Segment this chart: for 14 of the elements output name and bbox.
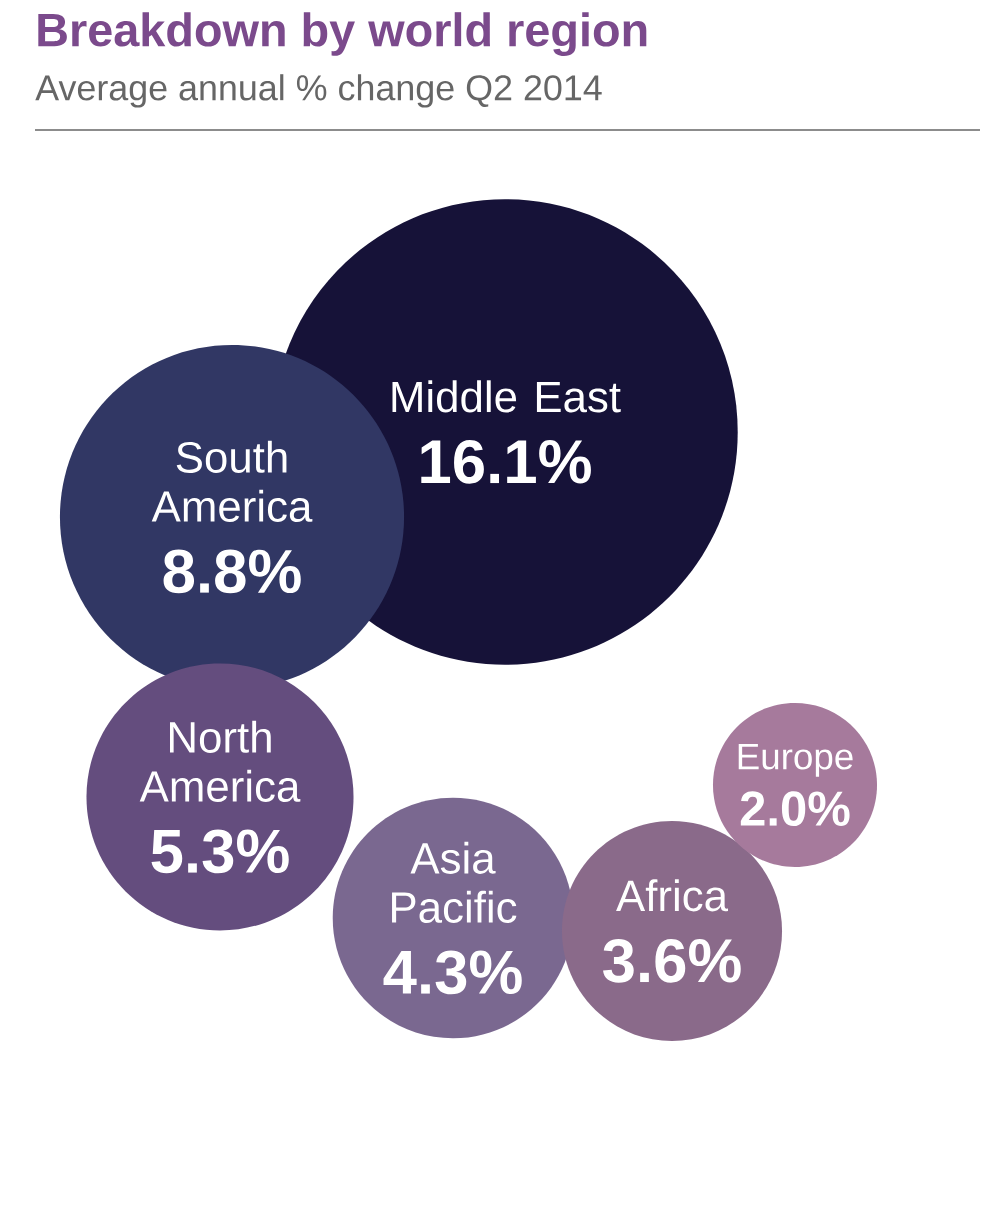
- text: Average annual % change Q2 2014: [35, 74, 602, 108]
- data-label: 3.6%: [603, 938, 741, 983]
- category-label: Africa: [616, 879, 729, 912]
- category-label: Middle East: [392, 380, 621, 413]
- data-label: 16.1%: [421, 439, 591, 484]
- text: Breakdown by world region: [38, 12, 647, 57]
- category-label: North America: [139, 720, 301, 802]
- category-label: Europe: [738, 743, 853, 777]
- category-label: South America: [151, 440, 313, 523]
- data-label: 4.3%: [383, 950, 522, 995]
- data-label: 5.3%: [151, 829, 289, 874]
- category-label: Asia Pacific: [392, 841, 517, 923]
- data-label: 2.0%: [740, 791, 850, 827]
- data-label: 8.8%: [163, 549, 301, 594]
